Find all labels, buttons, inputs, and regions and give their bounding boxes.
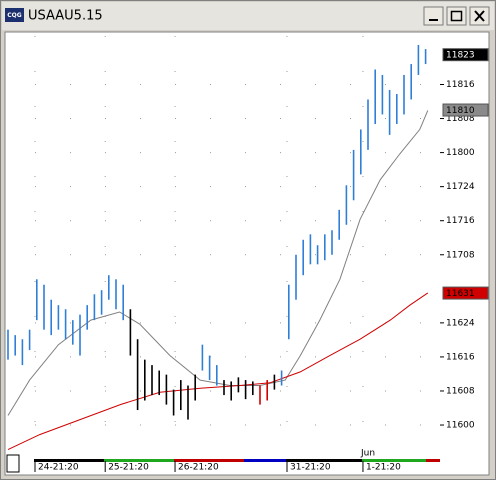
y-tick-label: 11808 bbox=[446, 114, 475, 124]
y-tick-label: 11724 bbox=[446, 182, 475, 192]
y-tick-label: 11800 bbox=[446, 148, 475, 158]
y-tick-label: 11816 bbox=[446, 80, 475, 90]
x-tick-label: 26-21:20 bbox=[178, 463, 219, 473]
price-marker bbox=[442, 286, 489, 300]
y-tick-label: 11624 bbox=[446, 318, 475, 328]
session-segment bbox=[244, 459, 286, 462]
y-tick-label: 11608 bbox=[446, 386, 475, 396]
moving-average-line bbox=[7, 292, 429, 451]
price-marker-label: 11823 bbox=[446, 51, 475, 61]
y-tick-label: 11600 bbox=[446, 421, 475, 431]
x-tick-label: 31-21:20 bbox=[290, 463, 331, 473]
session-strip bbox=[34, 459, 440, 462]
minimize-button[interactable] bbox=[423, 6, 444, 26]
session-segment bbox=[174, 459, 244, 462]
price-marker-label: 11631 bbox=[446, 289, 475, 299]
y-tick-label: 11716 bbox=[446, 216, 475, 226]
price-marker bbox=[442, 48, 489, 62]
title-bar bbox=[2, 2, 494, 30]
x-tick-label: 25-21:20 bbox=[108, 463, 149, 473]
y-tick-label: 11616 bbox=[446, 352, 475, 362]
session-segment bbox=[286, 459, 362, 462]
maximize-button[interactable] bbox=[446, 6, 467, 26]
corner-box[interactable] bbox=[6, 454, 20, 473]
session-segment bbox=[362, 459, 426, 462]
session-segment bbox=[34, 459, 104, 462]
chart-area bbox=[4, 31, 490, 476]
maximize-glyph bbox=[450, 10, 463, 22]
app-icon bbox=[5, 8, 24, 22]
close-glyph bbox=[474, 10, 485, 22]
month-label: Jun bbox=[360, 449, 375, 459]
price-marker-label: 11810 bbox=[446, 106, 475, 116]
x-tick-label: 24-21:20 bbox=[38, 463, 79, 473]
window-title: USAAU5.15 bbox=[28, 9, 103, 24]
session-segment bbox=[104, 459, 174, 462]
app-icon-text: CQG bbox=[7, 12, 22, 19]
moving-average-line bbox=[7, 110, 429, 416]
price-marker bbox=[442, 103, 489, 117]
session-segment bbox=[426, 459, 440, 462]
window-buttons bbox=[423, 6, 490, 26]
x-tick-label: 1-21:20 bbox=[366, 463, 401, 473]
y-tick-label: 11708 bbox=[446, 250, 475, 260]
